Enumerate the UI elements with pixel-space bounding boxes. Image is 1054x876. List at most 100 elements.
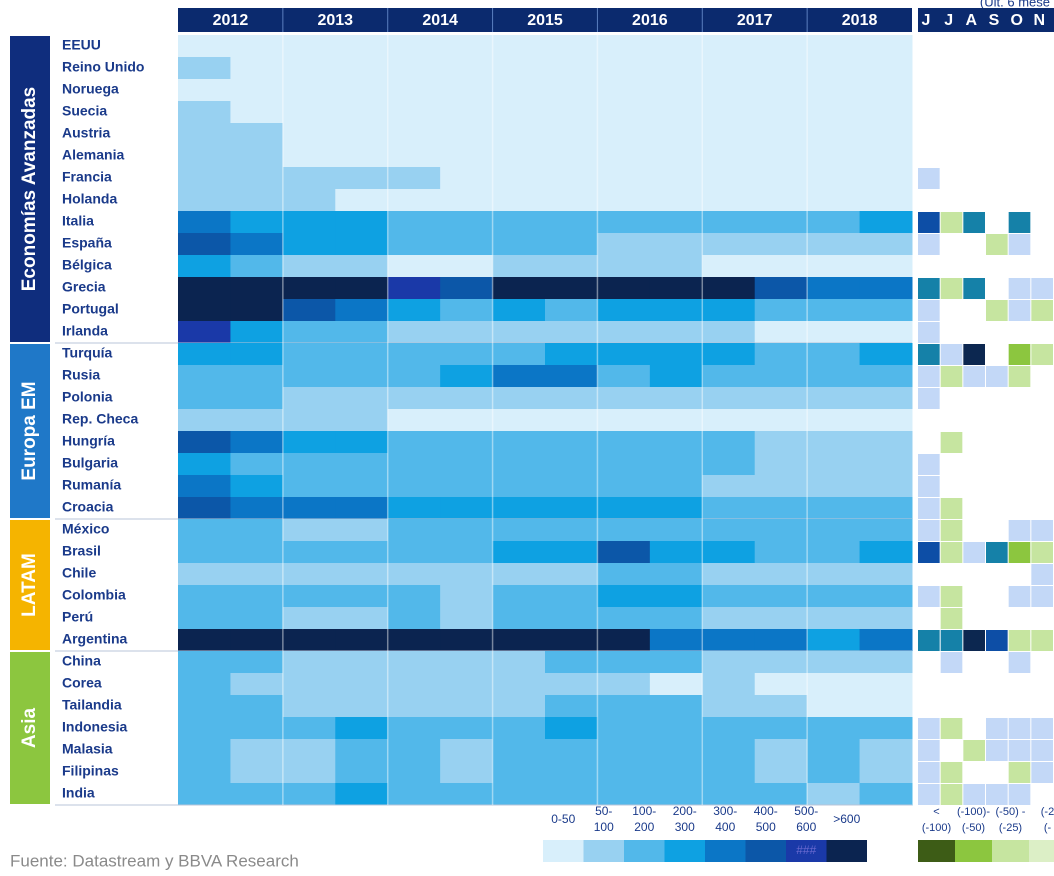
heat-cell xyxy=(335,585,389,608)
heat-cell xyxy=(859,255,913,278)
heat-cell xyxy=(230,717,284,740)
heat-cell xyxy=(545,57,598,80)
heat-cell xyxy=(807,475,861,498)
change-cell xyxy=(918,520,940,541)
heat-cell xyxy=(230,123,284,146)
heat-cell xyxy=(282,519,336,542)
legend-label: >600 xyxy=(833,812,860,826)
heat-cell xyxy=(335,255,389,278)
heat-cell xyxy=(807,343,861,366)
heat-cell xyxy=(597,761,651,784)
month-label: O xyxy=(1010,12,1022,29)
heat-cell xyxy=(754,497,808,520)
group-label: Economías Avanzadas xyxy=(19,87,40,292)
heat-cell xyxy=(230,211,284,234)
heat-cell xyxy=(335,343,389,366)
heat-cell xyxy=(230,277,284,300)
change-cell xyxy=(918,388,940,409)
heat-cell xyxy=(492,453,546,476)
heat-cell xyxy=(282,673,336,696)
heat-cell xyxy=(545,409,598,432)
heat-cell xyxy=(702,167,756,190)
country-label: Reino Unido xyxy=(62,59,144,75)
heat-cell xyxy=(178,695,231,718)
heat-cell xyxy=(597,519,651,542)
year-header xyxy=(178,8,912,32)
heat-cell xyxy=(807,299,861,322)
heat-cell xyxy=(859,277,913,300)
heat-cell xyxy=(492,299,546,322)
heat-cell xyxy=(492,585,546,608)
heat-cell xyxy=(754,387,808,410)
heat-cell xyxy=(335,673,389,696)
change-legend-label: (-100)- xyxy=(957,806,990,818)
heat-cell xyxy=(440,585,494,608)
heat-cell xyxy=(230,695,284,718)
heat-cell xyxy=(545,607,598,630)
heat-cell xyxy=(754,409,808,432)
heat-cell xyxy=(492,387,546,410)
heat-cell xyxy=(597,387,651,410)
year-label: 2017 xyxy=(737,12,773,29)
heat-cell xyxy=(440,717,494,740)
country-label: Bulgaria xyxy=(62,455,118,471)
year-label: 2013 xyxy=(317,12,353,29)
heat-cell xyxy=(335,453,389,476)
change-cell xyxy=(940,212,963,233)
change-cell xyxy=(963,278,985,299)
heat-cell xyxy=(335,783,389,806)
heat-cell xyxy=(702,563,756,586)
change-cell xyxy=(1031,586,1053,607)
heat-cell xyxy=(649,475,703,498)
heat-cell xyxy=(230,387,284,410)
change-legend-label: (-100) xyxy=(922,822,951,834)
heat-cell xyxy=(545,343,598,366)
heat-cell xyxy=(545,123,598,146)
heat-cell xyxy=(597,321,651,344)
heat-cell xyxy=(387,761,441,784)
change-cell xyxy=(1008,740,1031,761)
heat-cell xyxy=(335,277,389,300)
heat-cell xyxy=(754,585,808,608)
heat-cell xyxy=(754,717,808,740)
heat-cell xyxy=(387,211,441,234)
heat-cell xyxy=(387,299,441,322)
heat-cell xyxy=(649,739,703,762)
heat-cell xyxy=(754,299,808,322)
heat-cell xyxy=(702,343,756,366)
heat-cell xyxy=(859,761,913,784)
heat-cell xyxy=(282,189,336,212)
month-label: J xyxy=(944,12,953,29)
heat-cell xyxy=(702,409,756,432)
change-cell xyxy=(1008,520,1031,541)
change-cell xyxy=(918,498,940,519)
heat-cell xyxy=(387,739,441,762)
heat-cell xyxy=(545,585,598,608)
heat-cell xyxy=(702,607,756,630)
heat-cell xyxy=(807,541,861,564)
heat-cell xyxy=(440,145,494,168)
heat-cell xyxy=(597,739,651,762)
country-label: Rusia xyxy=(62,367,100,383)
heat-cell xyxy=(859,783,913,806)
change-cell xyxy=(1008,366,1031,387)
heat-cell xyxy=(230,343,284,366)
heat-cell xyxy=(387,717,441,740)
heat-cell xyxy=(492,409,546,432)
heat-cell xyxy=(387,607,441,630)
change-cell xyxy=(918,234,940,255)
heat-cell xyxy=(649,651,703,674)
change-cell xyxy=(1008,234,1031,255)
heat-cell xyxy=(440,101,494,124)
group-label: LATAM xyxy=(19,553,40,617)
month-label: J xyxy=(922,12,931,29)
heat-cell xyxy=(492,717,546,740)
heat-cell xyxy=(702,101,756,124)
heat-cell xyxy=(702,651,756,674)
change-cell xyxy=(1008,278,1031,299)
change-legend-swatch xyxy=(1029,840,1054,862)
heat-cell xyxy=(492,673,546,696)
country-label: Suecia xyxy=(62,103,107,119)
heat-cell xyxy=(440,761,494,784)
heat-cell xyxy=(282,563,336,586)
